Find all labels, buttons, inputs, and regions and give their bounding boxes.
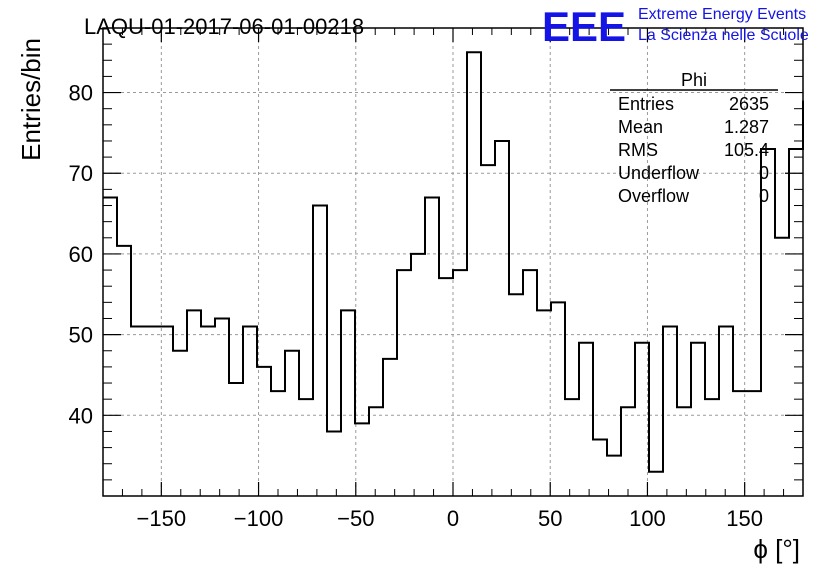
- eee-logo-mark: EEE: [542, 3, 626, 50]
- y-tick-label: 70: [69, 161, 93, 186]
- y-axis-label: Entries/bin: [16, 38, 46, 161]
- y-tick-label: 50: [69, 323, 93, 348]
- x-tick-label: 150: [726, 506, 763, 531]
- axis-ticks: [102, 27, 804, 496]
- run-title: LAQU-01-2017-06-01-00218: [84, 14, 364, 39]
- x-axis-label: ϕ [°]: [753, 534, 800, 564]
- x-tick-label: −150: [137, 506, 187, 531]
- stats-value-overflow: 0: [759, 186, 769, 206]
- stats-label-underflow: Underflow: [618, 163, 700, 183]
- x-tick-label: 50: [538, 506, 562, 531]
- stats-value-mean: 1.287: [724, 117, 769, 137]
- logo-line-2: La Scienza nelle Scuole: [638, 27, 809, 44]
- x-tick-label: 0: [447, 506, 459, 531]
- stats-value-entries: 2635: [729, 94, 769, 114]
- x-tick-label: −50: [337, 506, 374, 531]
- y-tick-labels: 40 50 60 70 80: [69, 81, 93, 429]
- stats-label-rms: RMS: [618, 140, 658, 160]
- grid-lines: [103, 28, 803, 496]
- y-tick-label: 40: [69, 403, 93, 428]
- stats-value-rms: 105.4: [724, 140, 769, 160]
- y-tick-label: 60: [69, 242, 93, 267]
- x-tick-label: 100: [629, 506, 666, 531]
- logo-line-1: Extreme Energy Events: [638, 6, 806, 23]
- stats-label-entries: Entries: [618, 94, 674, 114]
- y-tick-label: 80: [69, 81, 93, 106]
- stats-title: Phi: [681, 70, 707, 90]
- stats-label-mean: Mean: [618, 117, 663, 137]
- x-tick-label: −100: [234, 506, 284, 531]
- stats-box: Phi Entries 2635 Mean 1.287 RMS 105.4 Un…: [610, 70, 778, 206]
- stats-value-underflow: 0: [759, 163, 769, 183]
- stats-label-overflow: Overflow: [618, 186, 690, 206]
- x-tick-labels: −150 −100 −50 0 50 100 150: [137, 506, 763, 531]
- histogram-outline: [103, 51, 804, 473]
